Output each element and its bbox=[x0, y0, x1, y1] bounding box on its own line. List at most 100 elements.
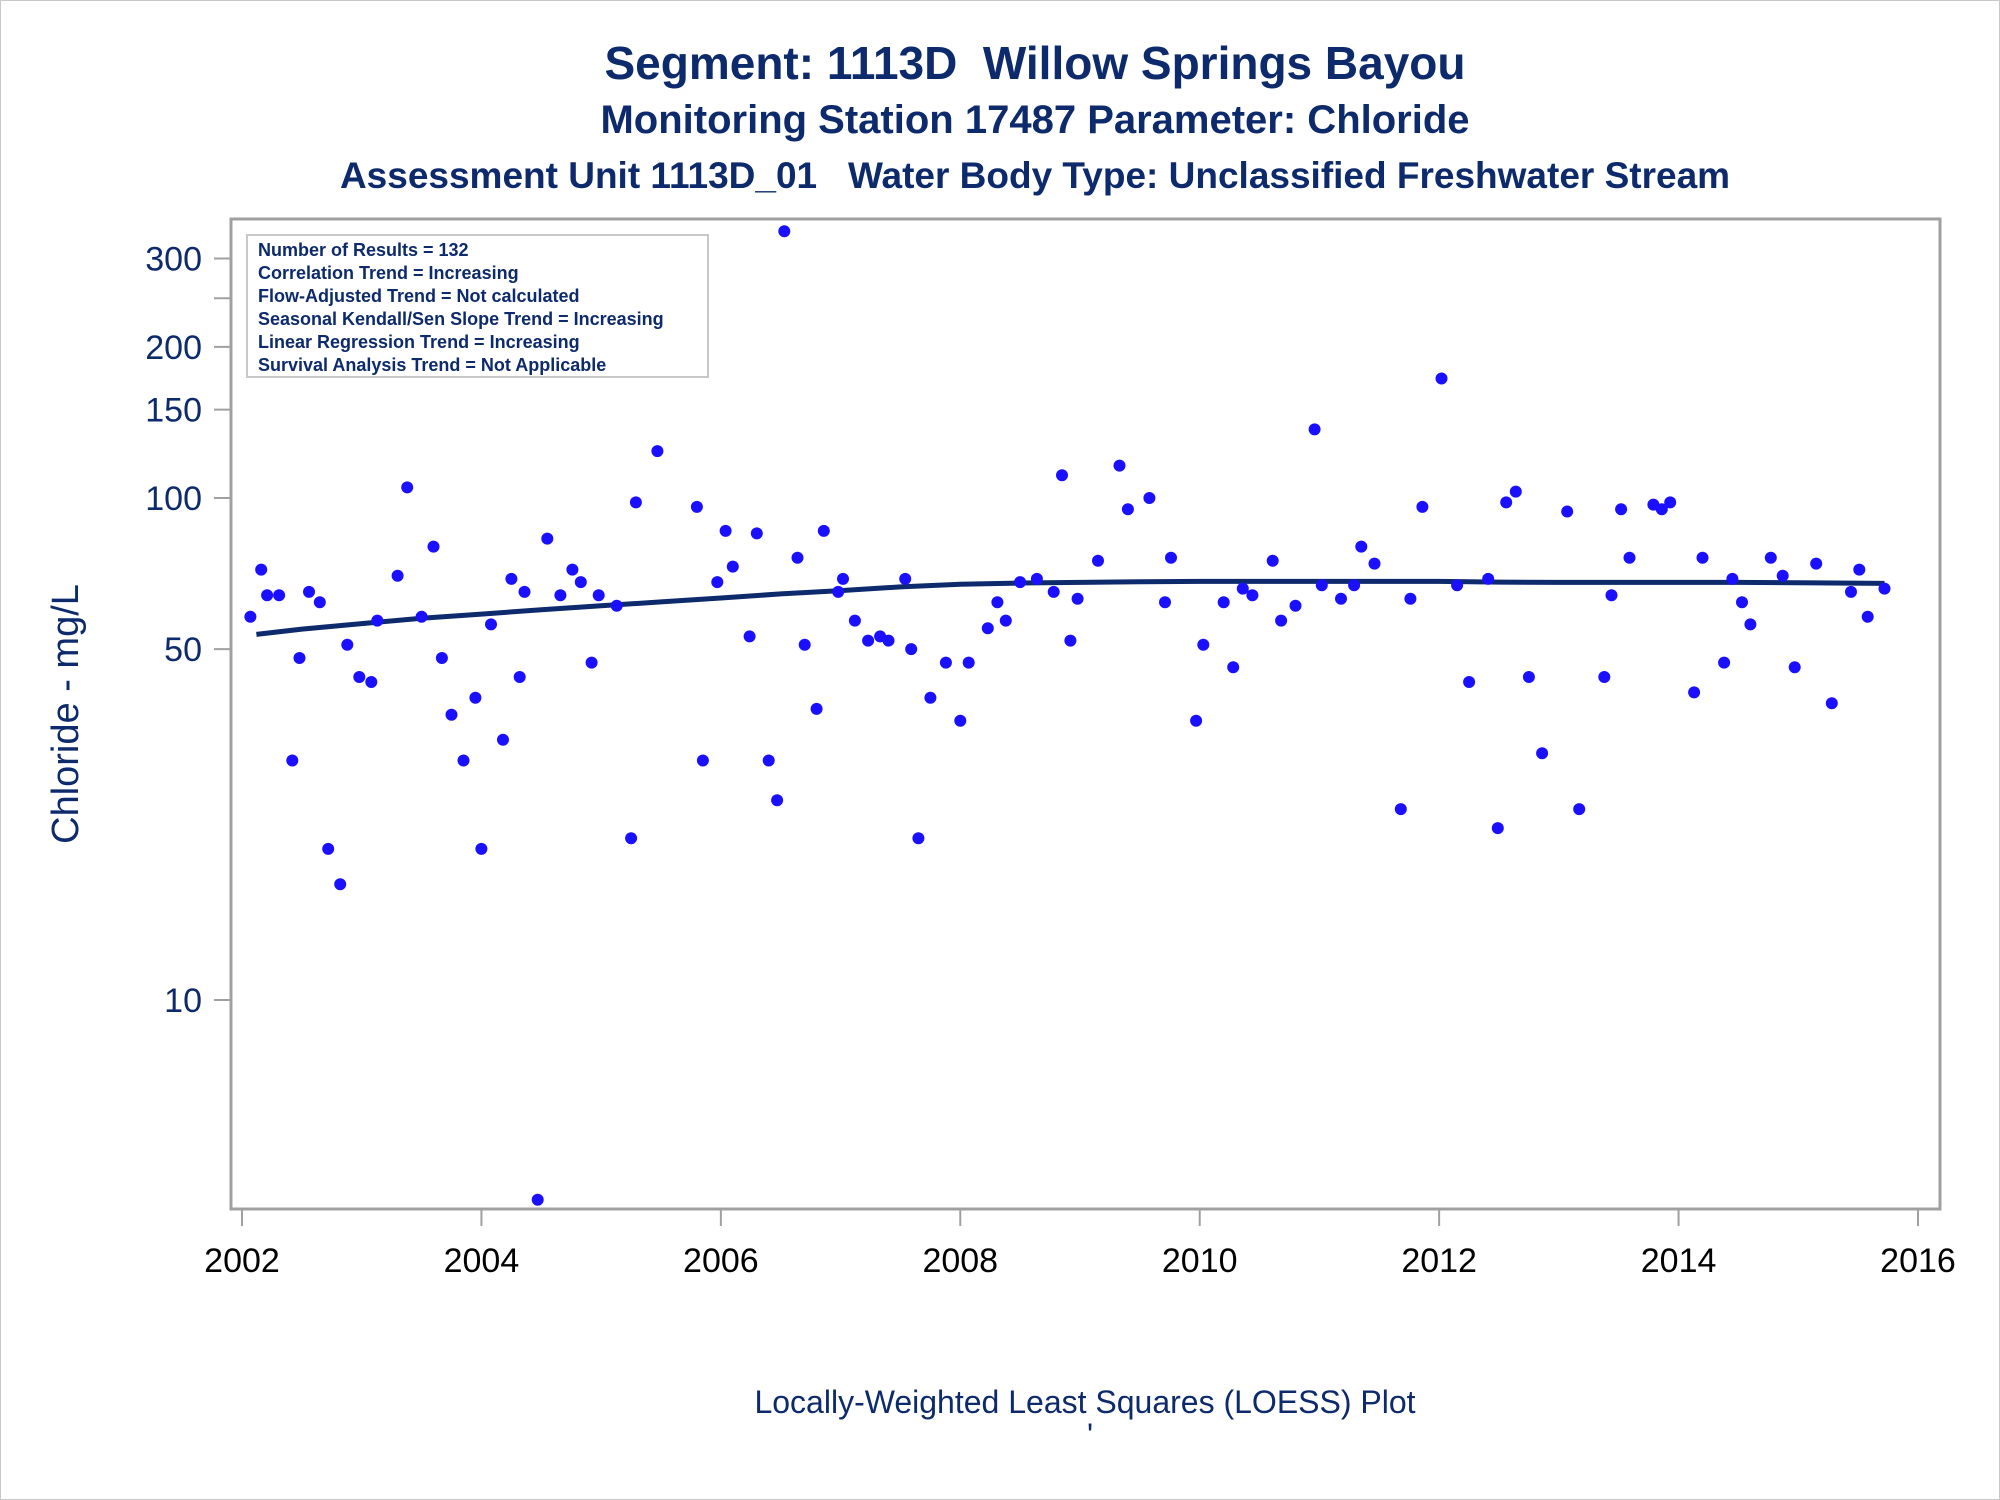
x-tick-label: 2006 bbox=[683, 1242, 759, 1280]
data-point bbox=[1605, 589, 1618, 602]
data-point bbox=[1236, 582, 1249, 595]
data-point bbox=[629, 496, 642, 509]
data-point bbox=[585, 656, 598, 669]
chart-subtitle-station: Monitoring Station 17487 Parameter: Chlo… bbox=[600, 98, 1470, 142]
data-point bbox=[778, 225, 791, 238]
data-point bbox=[1165, 551, 1177, 564]
data-point bbox=[651, 445, 664, 458]
data-point bbox=[791, 551, 804, 564]
x-tick-label: 2012 bbox=[1401, 1242, 1477, 1280]
data-point bbox=[415, 610, 428, 623]
data-point bbox=[353, 671, 366, 683]
footnote-mark: ' bbox=[1087, 1417, 1093, 1453]
data-point bbox=[574, 576, 587, 589]
data-point bbox=[1030, 572, 1043, 585]
data-point bbox=[1348, 579, 1361, 592]
data-point bbox=[1315, 579, 1328, 592]
data-point bbox=[798, 638, 811, 651]
data-point bbox=[1335, 592, 1347, 605]
data-point bbox=[939, 656, 952, 669]
data-point bbox=[1861, 610, 1874, 623]
data-point bbox=[566, 563, 579, 576]
data-point bbox=[954, 714, 967, 727]
data-point bbox=[273, 589, 286, 602]
data-point bbox=[1509, 485, 1522, 498]
data-point bbox=[1143, 492, 1156, 504]
data-point bbox=[293, 652, 306, 664]
data-point bbox=[981, 622, 994, 635]
data-point bbox=[899, 572, 912, 585]
stats-legend-line: Seasonal Kendall/Sen Slope Trend = Incre… bbox=[258, 309, 664, 329]
data-point bbox=[1878, 582, 1891, 595]
data-point bbox=[1159, 596, 1171, 609]
y-tick-label: 150 bbox=[145, 392, 202, 430]
data-point bbox=[1266, 554, 1279, 567]
data-point bbox=[1764, 551, 1777, 564]
data-point bbox=[625, 832, 638, 845]
x-tick-label: 2016 bbox=[1880, 1242, 1956, 1280]
data-point bbox=[999, 614, 1012, 627]
data-point bbox=[244, 610, 257, 623]
data-point bbox=[1355, 540, 1368, 553]
data-point bbox=[882, 634, 895, 647]
data-point bbox=[1394, 803, 1407, 816]
data-point bbox=[1623, 551, 1636, 564]
data-point bbox=[762, 754, 775, 767]
stats-legend-line: Linear Regression Trend = Increasing bbox=[258, 332, 580, 352]
data-point bbox=[371, 614, 384, 627]
data-point bbox=[1404, 592, 1417, 605]
data-point bbox=[962, 656, 975, 669]
data-point bbox=[401, 481, 414, 494]
data-point bbox=[1776, 569, 1789, 582]
y-tick-label: 50 bbox=[164, 631, 202, 669]
data-point bbox=[554, 589, 567, 602]
stats-legend-line: Survival Analysis Trend = Not Applicable bbox=[258, 355, 606, 375]
data-point bbox=[1071, 592, 1084, 605]
data-point bbox=[541, 532, 554, 545]
data-point bbox=[924, 691, 937, 704]
data-point bbox=[848, 614, 861, 627]
data-point bbox=[1092, 554, 1104, 567]
data-point bbox=[1853, 563, 1866, 576]
data-point bbox=[1064, 634, 1077, 647]
stats-legend-line: Correlation Trend = Increasing bbox=[258, 263, 519, 283]
y-axis-title: Chloride - mg/L bbox=[45, 584, 87, 844]
data-point bbox=[505, 572, 518, 585]
data-point bbox=[1736, 596, 1748, 609]
data-points-layer bbox=[244, 225, 1891, 1206]
data-point bbox=[1598, 671, 1611, 683]
data-point bbox=[1726, 572, 1739, 585]
chart-subtitle-assessment: Assessment Unit 1113D_01 Water Body Type… bbox=[339, 155, 1731, 196]
data-point bbox=[817, 524, 830, 537]
stats-legend-box: Number of Results = 132 Correlation Trend… bbox=[246, 234, 709, 378]
data-point bbox=[750, 527, 763, 540]
data-point bbox=[771, 794, 784, 807]
data-point bbox=[497, 733, 509, 746]
data-point bbox=[1825, 697, 1838, 710]
data-point bbox=[726, 560, 739, 573]
data-point bbox=[1718, 656, 1731, 669]
data-point bbox=[427, 540, 440, 553]
chart-footnote: Locally-Weighted Least Squares (LOESS) P… bbox=[754, 1384, 1415, 1420]
data-point bbox=[261, 589, 274, 602]
data-point bbox=[303, 585, 315, 598]
data-point bbox=[832, 585, 845, 598]
data-point bbox=[513, 671, 526, 683]
y-tick-label: 10 bbox=[164, 982, 202, 1020]
x-tick-label: 2004 bbox=[444, 1242, 520, 1280]
y-axis: 10 50 100 150 200 300 bbox=[145, 240, 231, 1020]
data-point bbox=[610, 599, 623, 612]
data-point bbox=[592, 589, 605, 602]
stats-legend-frame bbox=[246, 234, 709, 378]
data-point bbox=[485, 618, 497, 631]
data-point bbox=[457, 754, 470, 767]
data-point bbox=[1416, 500, 1429, 513]
data-point bbox=[1451, 579, 1464, 592]
x-tick-label: 2010 bbox=[1162, 1242, 1238, 1280]
data-point bbox=[475, 842, 488, 855]
data-point bbox=[1522, 671, 1535, 683]
data-point bbox=[837, 572, 849, 585]
data-point bbox=[1482, 572, 1495, 585]
data-point bbox=[1275, 614, 1288, 627]
